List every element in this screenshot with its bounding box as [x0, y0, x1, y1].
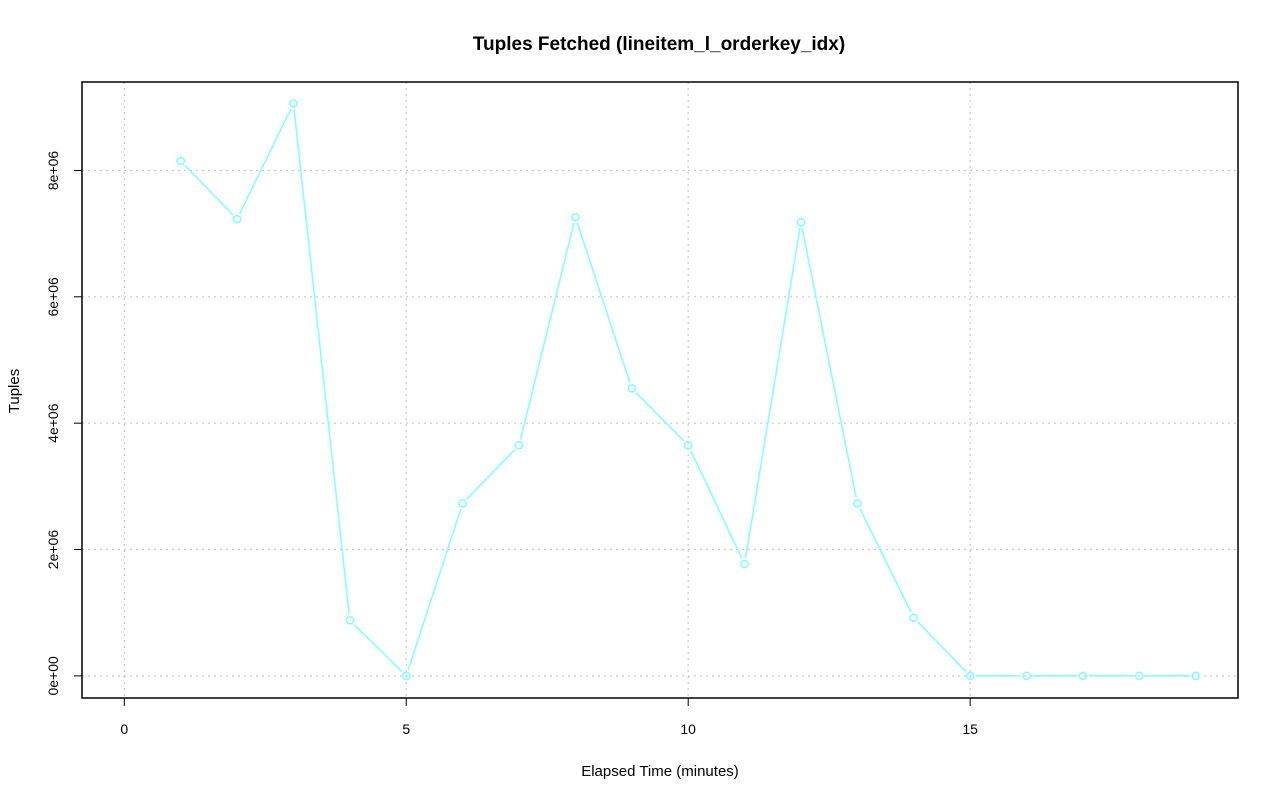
series-line-segment: [466, 449, 516, 500]
data-point: [965, 671, 975, 681]
series-line-segment: [859, 508, 912, 613]
series-line-segment: [801, 227, 857, 498]
series-line-segment: [519, 222, 575, 440]
data-point: [458, 499, 467, 508]
data-point: [853, 499, 862, 508]
y-tick-label: 6e+06: [45, 277, 61, 317]
data-point: [683, 440, 693, 450]
y-tick-label: 0e+00: [45, 656, 61, 696]
y-axis-label: Tuples: [6, 369, 23, 413]
x-tick-label: 10: [680, 721, 696, 737]
x-tick-label: 5: [402, 721, 410, 737]
series-line-segment: [293, 109, 350, 615]
data-point: [401, 671, 411, 681]
x-axis-label: Elapsed Time (minutes): [581, 763, 739, 780]
series-line-segment: [407, 508, 462, 671]
grid: [82, 82, 1238, 698]
chart-title: Tuples Fetched (lineitem_l_orderkey_idx): [473, 34, 845, 55]
data-point: [176, 156, 186, 166]
series-line-segment: [690, 450, 743, 559]
series-line-segment: [239, 108, 292, 215]
axes: 0 5 10 15 0e+00 2e+06 4e+06 6e+06 8e+06: [45, 151, 978, 737]
series-line-segment: [635, 392, 685, 442]
data-point: [1191, 671, 1201, 681]
data-point: [796, 217, 806, 227]
data-point: [627, 384, 637, 393]
data-point: [909, 613, 919, 623]
y-tick-label: 4e+06: [45, 403, 61, 443]
x-tick-label: 0: [120, 721, 128, 737]
data-point: [289, 99, 298, 108]
data-point: [514, 440, 524, 450]
series-line-segment: [184, 164, 234, 216]
data-point: [740, 559, 749, 569]
series-line-segment: [744, 228, 801, 559]
series: [176, 99, 1201, 681]
data-point: [1134, 671, 1144, 681]
y-tick-label: 8e+06: [45, 151, 61, 191]
data-point: [571, 212, 580, 222]
data-point: [1022, 671, 1031, 681]
data-point: [1078, 671, 1088, 681]
series-line-segment: [917, 621, 967, 673]
data-point: [232, 214, 242, 224]
x-tick-label: 15: [962, 721, 978, 737]
data-point: [345, 615, 355, 625]
series-line-segment: [576, 222, 631, 383]
series-line-segment: [353, 623, 403, 673]
y-tick-label: 2e+06: [45, 530, 61, 570]
plot-frame: [81, 81, 1239, 699]
